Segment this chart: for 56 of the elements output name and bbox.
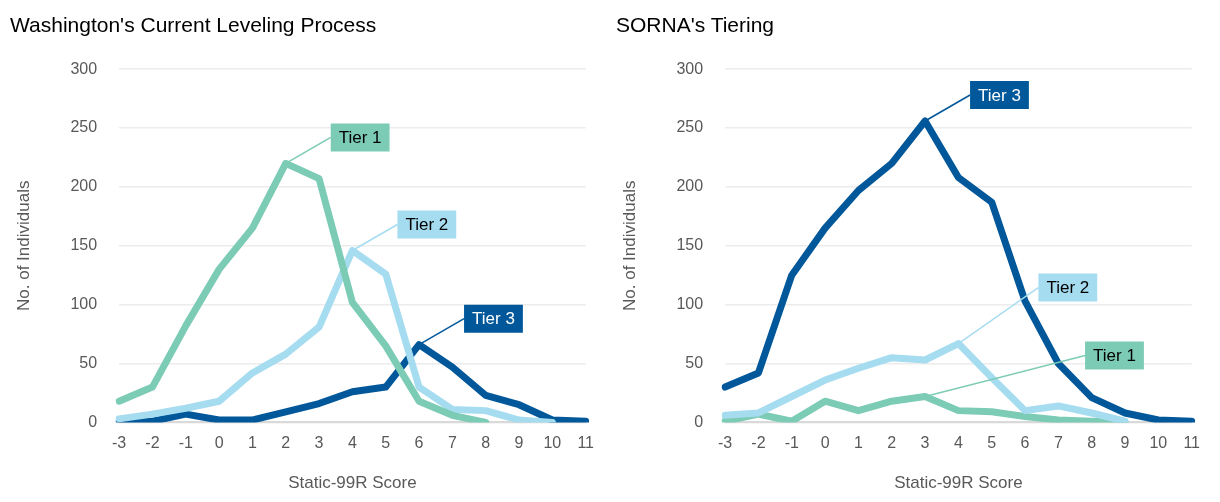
x-tick-label: -3	[717, 434, 733, 452]
x-tick-label: 6	[414, 434, 424, 452]
y-tick-label: 0	[694, 412, 704, 430]
x-tick-label: -2	[751, 434, 766, 452]
text: Tier 1	[338, 128, 382, 148]
x-tick-label: 0	[820, 434, 830, 452]
x-tick-label: 11	[577, 434, 595, 452]
y-tick-label: 50	[685, 353, 704, 371]
text: Tier 2	[405, 215, 449, 235]
text: Tier 3	[978, 85, 1021, 105]
y-tick-label: 0	[88, 412, 98, 430]
x-tick-label: 9	[1120, 434, 1130, 452]
x-tick-label: 8	[481, 434, 491, 452]
x-tick-label: 10	[543, 434, 562, 452]
y-tick-label: 200	[70, 177, 98, 195]
text: Tier 1	[1093, 346, 1136, 366]
y-tick-label: 300	[70, 59, 98, 77]
x-tick-label: -1	[178, 434, 193, 452]
text: Tier 2	[1046, 278, 1090, 298]
x-axis-title: Static-99R Score	[894, 473, 1023, 493]
y-tick-label: 100	[676, 295, 704, 313]
x-tick-label: 5	[987, 434, 997, 452]
y-tick-label: 150	[676, 236, 704, 254]
text: Tier 3	[472, 309, 515, 329]
chart-title: SORNA's Tiering	[616, 13, 775, 37]
x-tick-label: 7	[1053, 434, 1063, 452]
x-tick-label: 9	[514, 434, 524, 452]
x-tick-label: 6	[1020, 434, 1030, 452]
x-tick-label: -3	[111, 434, 127, 452]
x-tick-label: 8	[1087, 434, 1097, 452]
x-tick-label: 3	[314, 434, 324, 452]
x-tick-label: 4	[347, 434, 357, 452]
x-tick-label: 7	[447, 434, 457, 452]
y-tick-label: 50	[79, 353, 98, 371]
x-tick-label: 2	[281, 434, 291, 452]
x-tick-label: 4	[953, 434, 963, 452]
x-tick-label: 0	[214, 434, 224, 452]
x-tick-label: 10	[1149, 434, 1168, 452]
y-tick-label: 100	[70, 295, 98, 313]
x-tick-label: 3	[920, 434, 930, 452]
x-tick-label: -2	[145, 434, 160, 452]
y-tick-label: 200	[676, 177, 704, 195]
x-axis-title: Static-99R Score	[288, 473, 417, 493]
x-tick-label: 5	[381, 434, 391, 452]
x-tick-label: -1	[784, 434, 799, 452]
y-tick-label: 300	[676, 59, 704, 77]
x-tick-label: 2	[887, 434, 897, 452]
x-tick-label: 1	[853, 434, 863, 452]
y-tick-label: 250	[70, 118, 98, 136]
y-axis-title: No. of Individuals	[619, 180, 639, 311]
y-tick-label: 250	[676, 118, 704, 136]
y-axis-title: No. of Individuals	[13, 180, 33, 311]
x-tick-label: 1	[247, 434, 257, 452]
x-tick-label: 11	[1183, 434, 1201, 452]
chart-title: Washington's Current Leveling Process	[10, 13, 377, 37]
y-tick-label: 150	[70, 236, 98, 254]
